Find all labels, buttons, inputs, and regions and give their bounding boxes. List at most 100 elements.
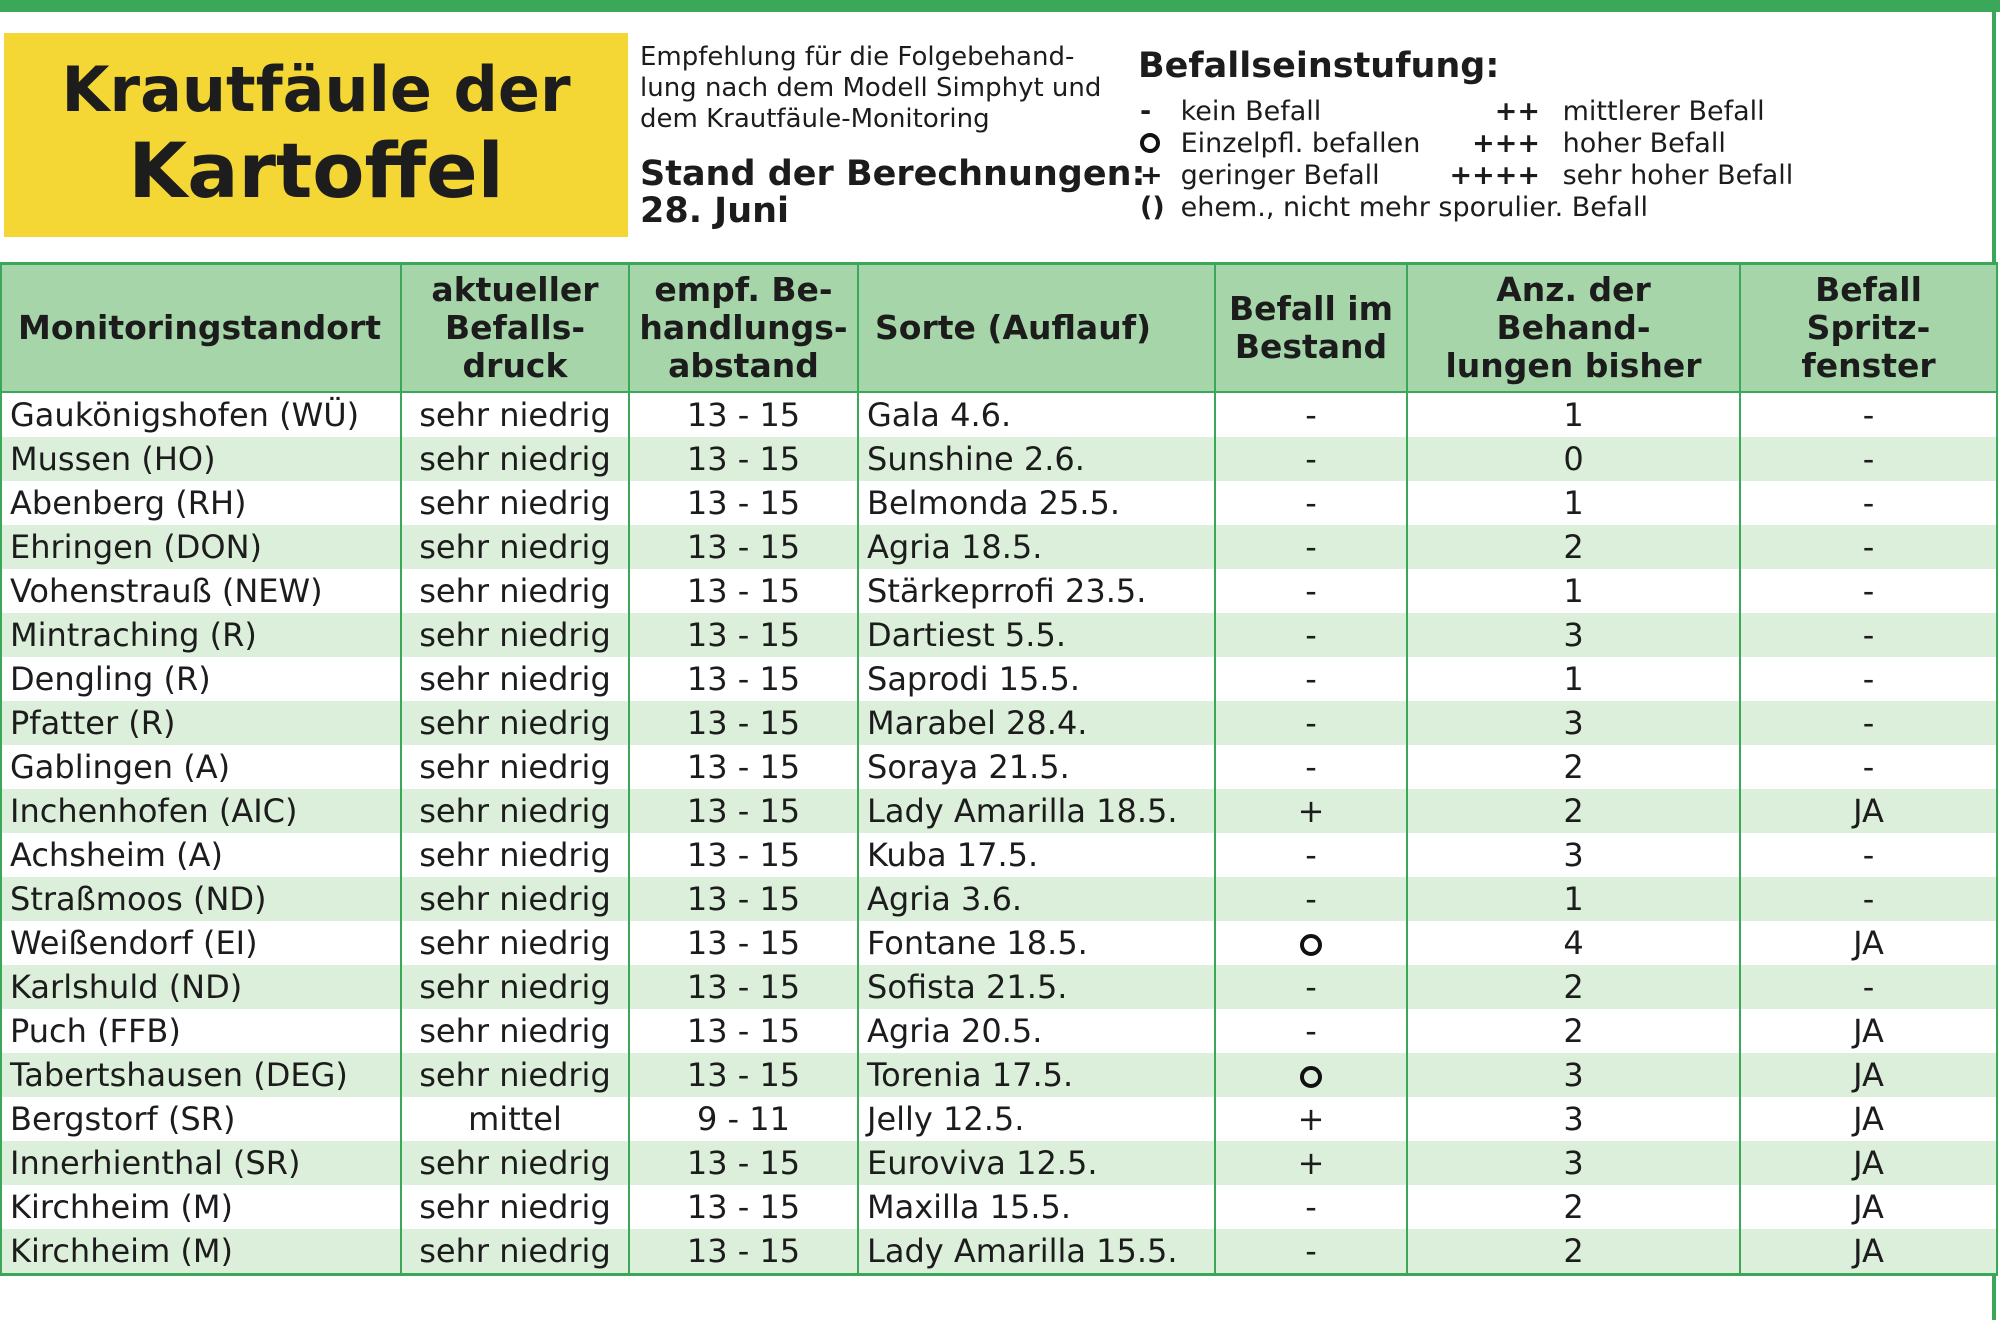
- table-row: Vohenstrauß (NEW) sehr niedrig 13 - 15 Stär…: [0, 569, 1998, 613]
- table-row: Karlshuld (ND) sehr niedrig 13 - 15 Sofista…: [0, 965, 1998, 1009]
- spray-window-cell: -: [1739, 657, 1998, 701]
- legend-title: Befallseinstufung:: [1138, 46, 1500, 86]
- location-cell: Gaukönigshofen (WÜ): [0, 392, 402, 437]
- legend-label: geringer Befall: [1180, 160, 1380, 191]
- table-row: Ehringen (DON) sehr niedrig 13 - 15 Agria 1…: [0, 525, 1998, 569]
- infestation-cell: -: [1214, 701, 1408, 745]
- treatments-cell: 4: [1406, 921, 1741, 965]
- treatments-cell: 2: [1406, 965, 1741, 1009]
- infestation-cell: -: [1214, 833, 1408, 877]
- variety-cell: Jelly 12.5.: [857, 1097, 1216, 1141]
- stand-date: 28. Juni: [640, 191, 790, 231]
- spray-window-cell: -: [1739, 965, 1998, 1009]
- table-row: Straßmoos (ND) sehr niedrig 13 - 15 Agria 3…: [0, 877, 1998, 921]
- table-row: Weißendorf (EI) sehr niedrig 13 - 15 Fontan…: [0, 921, 1998, 965]
- variety-cell: Maxilla 15.5.: [857, 1185, 1216, 1229]
- pressure-cell: sehr niedrig: [400, 745, 630, 789]
- treatments-cell: 3: [1406, 1053, 1741, 1097]
- treatments-cell: 2: [1406, 1009, 1741, 1053]
- pressure-cell: sehr niedrig: [400, 877, 630, 921]
- infestation-cell: -: [1214, 392, 1408, 437]
- spray-window-cell: -: [1739, 613, 1998, 657]
- variety-cell: Belmonda 25.5.: [857, 481, 1216, 525]
- spray-window-cell: JA: [1739, 1053, 1998, 1097]
- spray-window-cell: -: [1739, 481, 1998, 525]
- treatments-cell: 3: [1406, 1141, 1741, 1185]
- pressure-cell: sehr niedrig: [400, 1185, 630, 1229]
- legend-symbol: -: [1140, 96, 1152, 127]
- legend-item: ++++ sehr hoher Befall: [1440, 160, 1794, 191]
- infestation-cell: -: [1214, 1009, 1408, 1053]
- recommendation-text: Empfehlung für die Folgebehand- lung nac…: [640, 42, 1120, 135]
- infestation-cell: +: [1214, 1141, 1408, 1185]
- variety-cell: Saprodi 15.5.: [857, 657, 1216, 701]
- infestation-cell: +: [1214, 789, 1408, 833]
- title-line-2: Kartoffel: [128, 126, 504, 215]
- location-cell: Mussen (HO): [0, 437, 402, 481]
- stand-label: Stand der Berechnungen:: [640, 154, 1146, 194]
- interval-cell: 13 - 15: [628, 525, 859, 569]
- location-cell: Abenberg (RH): [0, 481, 402, 525]
- treatments-cell: 2: [1406, 1185, 1741, 1229]
- location-cell: Mintraching (R): [0, 613, 402, 657]
- interval-cell: 13 - 15: [628, 965, 859, 1009]
- legend-symbol: +++: [1472, 128, 1540, 159]
- table-row: Bergstorf (SR) mittel 9 - 11 Jelly 12.5. +3 J…: [0, 1097, 1998, 1141]
- location-cell: Straßmoos (ND): [0, 877, 402, 921]
- column-header: Befall Spritz-fenster: [1739, 262, 1998, 393]
- title-line-1: Krautfäule der: [61, 53, 571, 126]
- table-row: Kirchheim (M) sehr niedrig 13 - 15 Maxilla …: [0, 1185, 1998, 1229]
- table-row: Gaukönigshofen (WÜ) sehr niedrig 13 - 15 Ga…: [0, 392, 1998, 437]
- location-cell: Weißendorf (EI): [0, 921, 402, 965]
- spray-window-cell: -: [1739, 833, 1998, 877]
- pressure-cell: sehr niedrig: [400, 789, 630, 833]
- variety-cell: Sofista 21.5.: [857, 965, 1216, 1009]
- treatments-cell: 3: [1406, 1097, 1741, 1141]
- pressure-cell: sehr niedrig: [400, 1229, 630, 1276]
- pressure-cell: sehr niedrig: [400, 1141, 630, 1185]
- pressure-cell: sehr niedrig: [400, 525, 630, 569]
- interval-cell: 13 - 15: [628, 613, 859, 657]
- calculation-status: Stand der Berechnungen: 28. Juni: [640, 156, 1145, 230]
- variety-cell: Lady Amarilla 15.5.: [857, 1229, 1216, 1276]
- infestation-cell: -: [1214, 613, 1408, 657]
- legend-item: +++ hoher Befall: [1440, 128, 1726, 159]
- interval-cell: 13 - 15: [628, 657, 859, 701]
- legend-symbol: ++++: [1449, 160, 1541, 191]
- variety-cell: Agria 20.5.: [857, 1009, 1216, 1053]
- location-cell: Karlshuld (ND): [0, 965, 402, 1009]
- pressure-cell: sehr niedrig: [400, 921, 630, 965]
- location-cell: Vohenstrauß (NEW): [0, 569, 402, 613]
- location-cell: Dengling (R): [0, 657, 402, 701]
- legend-item: + geringer Befall: [1140, 160, 1380, 191]
- interval-cell: 13 - 15: [628, 701, 859, 745]
- pressure-cell: sehr niedrig: [400, 481, 630, 525]
- variety-cell: Kuba 17.5.: [857, 833, 1216, 877]
- infestation-cell: -: [1214, 525, 1408, 569]
- variety-cell: Torenia 17.5.: [857, 1053, 1216, 1097]
- recommendation-line: lung nach dem Modell Simphyt und: [640, 73, 1102, 103]
- title-box: Krautfäule der Kartoffel: [4, 33, 628, 237]
- interval-cell: 13 - 15: [628, 1185, 859, 1229]
- pressure-cell: sehr niedrig: [400, 657, 630, 701]
- spray-window-cell: -: [1739, 569, 1998, 613]
- location-cell: Tabertshausen (DEG): [0, 1053, 402, 1097]
- interval-cell: 13 - 15: [628, 1141, 859, 1185]
- infestation-cell: -: [1214, 745, 1408, 789]
- interval-cell: 13 - 15: [628, 921, 859, 965]
- variety-cell: Soraya 21.5.: [857, 745, 1216, 789]
- legend-item: - kein Befall: [1140, 96, 1321, 127]
- variety-cell: Stärkeprrofi 23.5.: [857, 569, 1216, 613]
- legend-label: sehr hoher Befall: [1562, 160, 1794, 191]
- variety-cell: Dartiest 5.5.: [857, 613, 1216, 657]
- legend-item: ++ mittlerer Befall: [1440, 96, 1765, 127]
- variety-cell: Lady Amarilla 18.5.: [857, 789, 1216, 833]
- infestation-cell: [1214, 1053, 1408, 1097]
- location-cell: Kirchheim (M): [0, 1185, 402, 1229]
- variety-cell: Gala 4.6.: [857, 392, 1216, 437]
- table-row: Puch (FFB) sehr niedrig 13 - 15 Agria 20.5.…: [0, 1009, 1998, 1053]
- treatments-cell: 1: [1406, 657, 1741, 701]
- variety-cell: Fontane 18.5.: [857, 921, 1216, 965]
- ring-icon: [1140, 132, 1160, 153]
- table-row: Pfatter (R) sehr niedrig 13 - 15 Marabel 28…: [0, 701, 1998, 745]
